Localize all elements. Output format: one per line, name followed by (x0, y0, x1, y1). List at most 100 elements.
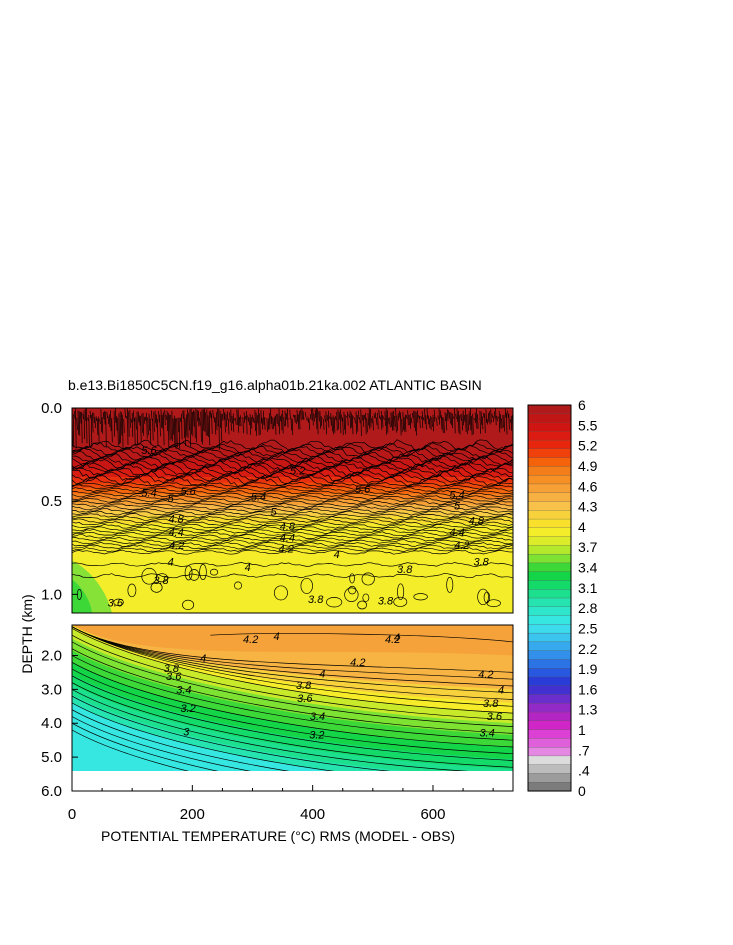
contour-line (72, 447, 513, 459)
contour-label: 4.2 (385, 634, 400, 646)
colorbar-swatch (527, 615, 572, 625)
contour-label: 3.4 (310, 711, 325, 723)
colorbar-swatch (527, 782, 572, 792)
contour-loop (209, 568, 219, 576)
colorbar-swatch (527, 659, 572, 669)
contour-line (72, 689, 513, 775)
colorbar-swatch (527, 641, 572, 652)
contour-label: 4.2 (243, 634, 258, 646)
contour-line (72, 475, 513, 488)
contour-label: 5.2 (290, 465, 305, 477)
contour-label: 3.6 (487, 711, 503, 723)
contour-line (72, 528, 513, 534)
y-tick-label: 0.0 (41, 400, 62, 417)
colorbar-swatch (527, 527, 572, 538)
contour-label: 3.2 (180, 703, 195, 715)
contour-line (72, 549, 513, 555)
contour-loop (446, 576, 454, 593)
upper-green-patch (72, 579, 92, 613)
colorbar-swatch (527, 685, 572, 696)
contour-loop (348, 585, 357, 595)
upper-panel-frame (71, 407, 514, 614)
contour-label: 4 (200, 653, 206, 665)
contour-loop (300, 577, 313, 594)
contour-line (72, 500, 513, 506)
contour-label: 4.8 (168, 514, 184, 526)
contour-line (72, 515, 513, 521)
colorbar-label: 3.4 (578, 560, 598, 576)
colorbar-swatch (527, 475, 572, 485)
y-tick-label: 5.0 (41, 749, 62, 766)
contour-line (72, 487, 513, 493)
contour-line (72, 492, 513, 498)
contour-label: 4 (394, 632, 400, 644)
colorbar-swatch (527, 422, 572, 432)
contour-line (72, 573, 513, 579)
contour-line (72, 661, 513, 748)
contour-label: 4.8 (469, 516, 485, 528)
colorbar-swatch (527, 694, 572, 704)
colorbar-swatch (527, 448, 572, 459)
contour-line (72, 444, 513, 457)
colorbar-label: 6 (578, 397, 586, 413)
contour-loop (344, 587, 359, 602)
contour-label: 3.8 (308, 594, 324, 606)
contour-loop (182, 599, 195, 610)
contour-loop (113, 598, 124, 606)
contour-line (72, 655, 513, 741)
colorbar-swatch (527, 632, 572, 643)
contour-label: 3.8 (473, 557, 489, 569)
colorbar-swatch (527, 439, 572, 450)
contour-line (72, 465, 513, 478)
colorbar-label: .4 (578, 763, 590, 779)
colorbar-swatch (527, 650, 572, 660)
contour-loop (150, 582, 163, 593)
contour-label: 4.4 (280, 532, 295, 544)
contour-label: 3.6 (108, 598, 124, 610)
y-tick-label: 6.0 (41, 783, 62, 800)
colorbar-swatch (527, 738, 572, 748)
colorbar-swatch (527, 510, 572, 520)
x-tick-label: 600 (420, 806, 445, 823)
colorbar-swatch (527, 597, 572, 608)
contour-label: 3.4 (479, 728, 494, 740)
upper-color-band (72, 482, 513, 489)
contour-line (72, 716, 388, 791)
colorbar-swatch (527, 773, 572, 783)
colorbar-swatch (527, 746, 572, 757)
upper-color-band (72, 460, 513, 470)
y-tick-label: 3.0 (41, 681, 62, 698)
contour-loop (188, 569, 200, 581)
contour-label: 4 (168, 557, 174, 569)
colorbar-label: 2.8 (578, 600, 598, 616)
contour-label: 4 (245, 562, 251, 574)
contour-line (72, 495, 513, 500)
contour-line (72, 526, 513, 532)
contour-loop (184, 565, 193, 581)
lower-panel-frame (71, 624, 514, 792)
contour-label: 4.2 (478, 669, 493, 681)
upper-color-band (72, 476, 513, 484)
colorbar-label: 2.5 (578, 621, 598, 637)
colorbar-swatch (527, 580, 572, 590)
contour-line (72, 626, 513, 707)
contour-loop (393, 596, 408, 607)
colorbar-label: 3.7 (578, 539, 598, 555)
contour-label: 4 (274, 631, 280, 643)
contour-loop (397, 583, 405, 601)
contour-label: 5 (270, 506, 277, 518)
colorbar-swatch (527, 720, 572, 731)
contour-loop (349, 573, 355, 584)
contour-label: 4 (334, 549, 340, 561)
contour-line (72, 562, 513, 567)
colorbar-swatch (527, 764, 572, 774)
colorbar-label: 4 (578, 519, 586, 535)
x-tick-label: 200 (180, 806, 205, 823)
contour-loop (357, 600, 367, 610)
y-tick-label: 1.0 (41, 586, 62, 603)
colorbar-label: 1.6 (578, 681, 598, 697)
x-tick-label: 400 (300, 806, 325, 823)
contour-label: 3.6 (166, 671, 182, 683)
contour-loop (326, 596, 343, 608)
colorbar (527, 404, 572, 792)
